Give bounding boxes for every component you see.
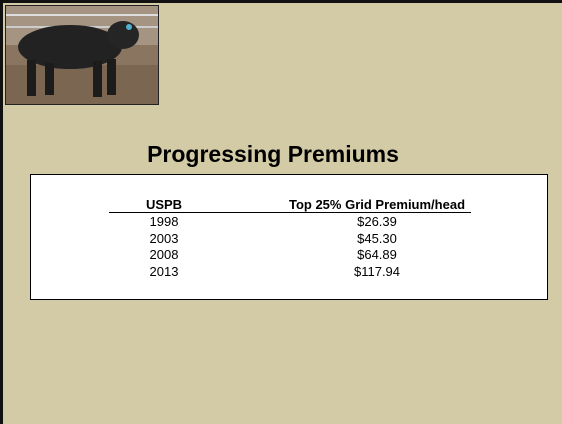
header-rule: [109, 212, 471, 213]
table-cell: $117.94: [261, 264, 493, 279]
slide: Progressing Premiums USPB Top 25% Grid P…: [0, 0, 562, 424]
table-box: USPB Top 25% Grid Premium/head 1998 $26.3…: [30, 174, 548, 300]
header-cell: Top 25% Grid Premium/head: [261, 197, 493, 212]
table-cell: 2003: [129, 231, 199, 246]
table-cell: 2013: [129, 264, 199, 279]
table-cell: $64.89: [261, 247, 493, 262]
table-cell: 1998: [129, 214, 199, 229]
slide-title: Progressing Premiums: [3, 141, 543, 168]
header-cell: USPB: [129, 197, 199, 212]
table-cell: $26.39: [261, 214, 493, 229]
bull-photo: [5, 5, 159, 105]
table-cell: $45.30: [261, 231, 493, 246]
table-cell: 2008: [129, 247, 199, 262]
